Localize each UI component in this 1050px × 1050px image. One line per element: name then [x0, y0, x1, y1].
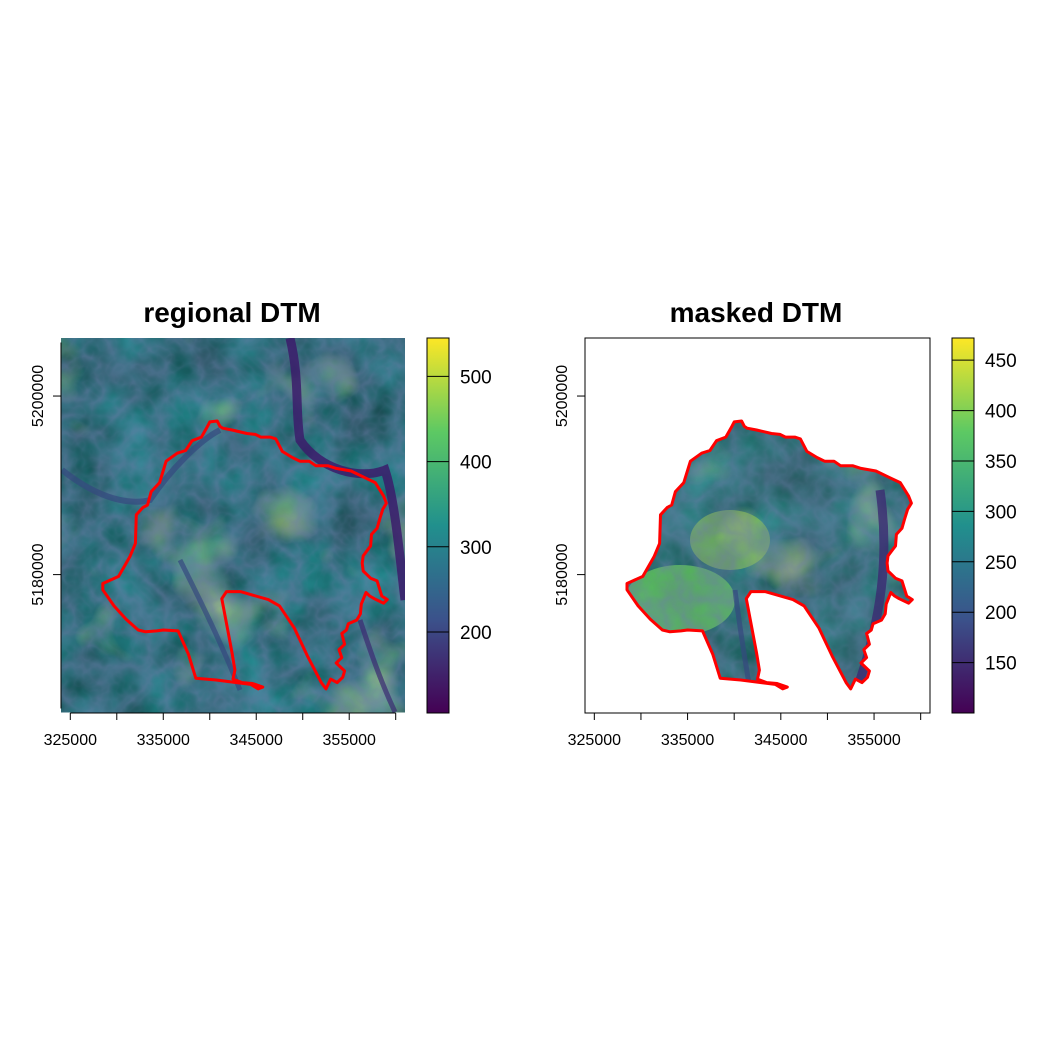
x-tick-label: 325000 — [44, 732, 97, 749]
x-tick-label: 355000 — [323, 732, 376, 749]
valley-east — [357, 619, 398, 713]
colorbar-ticks: 150 200 250 300 350 400 450 — [952, 351, 1017, 675]
x-tick-label: 345000 — [754, 732, 807, 749]
colorbar-tick-label: 400 — [985, 402, 1017, 423]
colorbar-tick-label: 250 — [985, 553, 1017, 574]
boundary-outline — [625, 419, 914, 691]
y-tick-label: 5180000 — [554, 543, 571, 605]
y-tick-label: 5180000 — [30, 543, 47, 605]
boundary-outline — [101, 419, 389, 691]
panel-title: regional DTM — [143, 297, 320, 328]
colorbar-tick-label: 200 — [460, 623, 492, 644]
x-tick-label: 345000 — [230, 732, 283, 749]
panel-title: masked DTM — [670, 297, 843, 328]
raster-edge — [405, 338, 408, 713]
y-tick-label: 5200000 — [554, 365, 571, 427]
colorbar-ticks: 200 300 400 500 — [427, 367, 492, 644]
colorbar-regional: 200 300 400 500 — [426, 337, 492, 714]
colorbar-tick-label: 500 — [460, 367, 492, 388]
x-tick-label: 355000 — [847, 732, 900, 749]
colorbar-masked: 150 200 250 300 350 400 450 — [951, 337, 1017, 714]
colorbar-tick-label: 300 — [985, 502, 1017, 523]
x-tick-label: 325000 — [568, 732, 621, 749]
x-axis: 325000 335000 345000 355000 — [44, 712, 397, 749]
y-axis: 5180000 5200000 — [30, 342, 62, 709]
colorbar-tick-label: 200 — [985, 603, 1017, 624]
y-tick-label: 5200000 — [30, 365, 47, 427]
panel-masked-dtm: masked DTM 325000 335000 345000 355000 5180… — [554, 297, 1017, 749]
colorbar-tick-label: 150 — [985, 654, 1017, 675]
colorbar-gradient — [426, 337, 450, 714]
x-tick-label: 335000 — [137, 732, 190, 749]
colorbar-gradient — [951, 337, 975, 714]
colorbar-tick-label: 400 — [460, 453, 492, 474]
x-tick-label: 335000 — [661, 732, 714, 749]
y-axis: 5180000 5200000 — [554, 365, 585, 606]
panel-regional-dtm: regional DTM 325000 335000 345000 355000 51… — [30, 297, 492, 749]
colorbar-tick-label: 350 — [985, 452, 1017, 473]
x-axis: 325000 335000 345000 355000 — [568, 712, 922, 749]
colorbar-tick-label: 450 — [985, 351, 1017, 372]
colorbar-tick-label: 300 — [460, 538, 492, 559]
